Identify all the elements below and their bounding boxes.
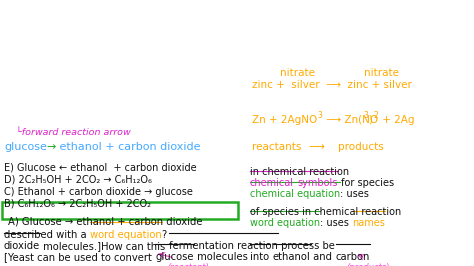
Text: products: products: [338, 142, 384, 152]
Text: molecules.]How can this: molecules.]How can this: [40, 241, 169, 251]
Text: →: →: [47, 142, 56, 152]
Text: (reactant): (reactant): [167, 263, 209, 266]
Text: chemical equation: chemical equation: [250, 189, 340, 199]
Text: of species in chemical reaction: of species in chemical reaction: [250, 207, 401, 217]
Text: chemical: chemical: [250, 178, 294, 188]
Text: B) C₆H₁₂O₆ → 2C₂H₅OH + 2CO₂: B) C₆H₁₂O₆ → 2C₂H₅OH + 2CO₂: [4, 199, 151, 209]
Text: nitrate: nitrate: [280, 68, 315, 78]
Text: carbon: carbon: [336, 252, 370, 262]
Text: reactants: reactants: [252, 142, 301, 152]
Text: D) 2C₂H₅OH + 2CO₂ → C₆H₁₂O₆: D) 2C₂H₅OH + 2CO₂ → C₆H₁₂O₆: [4, 175, 152, 185]
Text: Zn + 2AgNO: Zn + 2AgNO: [252, 115, 317, 125]
Text: word equation: word equation: [90, 230, 162, 240]
Text: in chemical reaction: in chemical reaction: [250, 167, 349, 177]
Text: dioxide: dioxide: [4, 241, 40, 251]
Text: glucose: glucose: [4, 142, 47, 152]
Text: C) Ethanol + carbon dioxide → glucose: C) Ethanol + carbon dioxide → glucose: [4, 187, 193, 197]
Text: nitrate: nitrate: [364, 68, 399, 78]
Text: ethanol + carbon dioxide: ethanol + carbon dioxide: [56, 142, 201, 152]
Text: ⟶ Zn(NO: ⟶ Zn(NO: [323, 115, 378, 125]
Text: glucose: glucose: [155, 252, 193, 262]
Text: 3: 3: [317, 111, 322, 120]
Text: for species: for species: [337, 178, 393, 188]
Text: + 2Ag: + 2Ag: [379, 115, 414, 125]
Text: described with a: described with a: [4, 230, 90, 240]
Text: ⟶: ⟶: [308, 142, 324, 152]
Text: word equation: word equation: [250, 218, 320, 228]
Text: symbols: symbols: [297, 178, 337, 188]
Text: ethanol: ethanol: [273, 252, 310, 262]
Text: : uses: : uses: [340, 189, 369, 199]
Text: process be: process be: [277, 241, 334, 251]
Text: into: into: [250, 252, 270, 262]
Text: A) Glucose → ethanol + carbon dioxide: A) Glucose → ethanol + carbon dioxide: [8, 216, 202, 226]
Text: : uses: : uses: [320, 218, 352, 228]
Text: 2: 2: [374, 111, 379, 120]
Text: ?: ?: [162, 230, 167, 240]
Text: [Yeast can be used to convert: [Yeast can be used to convert: [4, 252, 155, 262]
FancyBboxPatch shape: [1, 202, 238, 219]
Text: E) Glucose ← ethanol  + carbon dioxide: E) Glucose ← ethanol + carbon dioxide: [4, 163, 197, 173]
Text: fermentation reaction: fermentation reaction: [169, 241, 277, 251]
Text: 3: 3: [363, 111, 368, 120]
Text: names: names: [352, 218, 385, 228]
Text: (products): (products): [346, 263, 390, 266]
Text: and: and: [310, 252, 336, 262]
Text: molecules: molecules: [193, 252, 250, 262]
Text: ): ): [368, 115, 372, 125]
Text: └forward reaction arrow: └forward reaction arrow: [16, 128, 131, 137]
Text: zinc +  silver  ⟶  zinc + silver: zinc + silver ⟶ zinc + silver: [252, 80, 412, 90]
